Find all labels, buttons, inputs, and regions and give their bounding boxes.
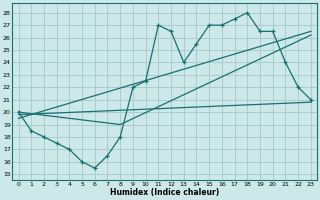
X-axis label: Humidex (Indice chaleur): Humidex (Indice chaleur) bbox=[110, 188, 219, 197]
